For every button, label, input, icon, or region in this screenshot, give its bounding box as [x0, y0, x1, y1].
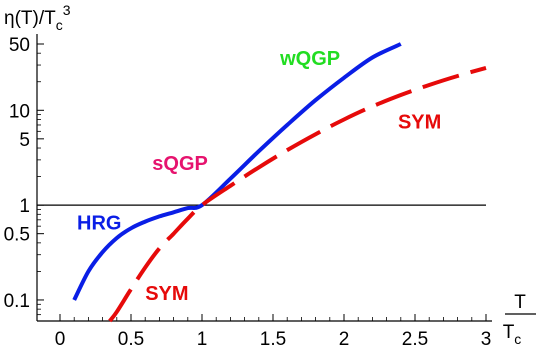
y-title-main: η(T)/T	[4, 8, 56, 29]
y-tick-label: 0.5	[4, 225, 30, 246]
series-lines	[72, 42, 487, 323]
ticks: 0 0.5 1 1.5 2 2.5 3 0.1 0.5 1 5 10 50	[4, 35, 492, 350]
series-line-2	[108, 65, 487, 323]
y-axis-title: η(T)/Tc3	[4, 2, 71, 33]
axes	[36, 34, 492, 322]
x-axis-title-numerator: T	[514, 292, 526, 313]
x-tick-label: 1	[197, 329, 208, 350]
y-tick-label: 5	[19, 130, 30, 151]
annotation-sym-4: SYM	[398, 112, 441, 134]
y-tick-label: 10	[9, 101, 30, 122]
x-tick-label: 3	[481, 329, 492, 350]
annotations: HRG sQGP wQGP SYM SYM	[77, 48, 441, 305]
x-tick-label: 2.5	[402, 329, 428, 350]
x-title-den: T	[503, 322, 515, 343]
x-axis-title-denominator: Tc	[503, 322, 522, 347]
y-title-sup: 3	[63, 2, 71, 18]
x-title-den-sub: c	[514, 331, 521, 347]
x-tick-label: 0.5	[118, 329, 144, 350]
annotation-wqgp-3: wQGP	[279, 48, 340, 70]
annotation-sym-5: SYM	[145, 283, 188, 305]
y-tick-label: 0.1	[4, 291, 30, 312]
y-tick-label: 1	[19, 196, 30, 217]
y-title-sub: c	[56, 17, 63, 33]
annotation-sqgp-2: sQGP	[152, 153, 208, 175]
x-tick-label: 0	[55, 329, 66, 350]
x-tick-label: 2	[339, 329, 350, 350]
x-tick-label: 1.5	[260, 329, 286, 350]
annotation-hrg-1: HRG	[77, 213, 121, 235]
y-tick-label: 50	[9, 35, 30, 56]
series-line-1	[72, 42, 402, 301]
